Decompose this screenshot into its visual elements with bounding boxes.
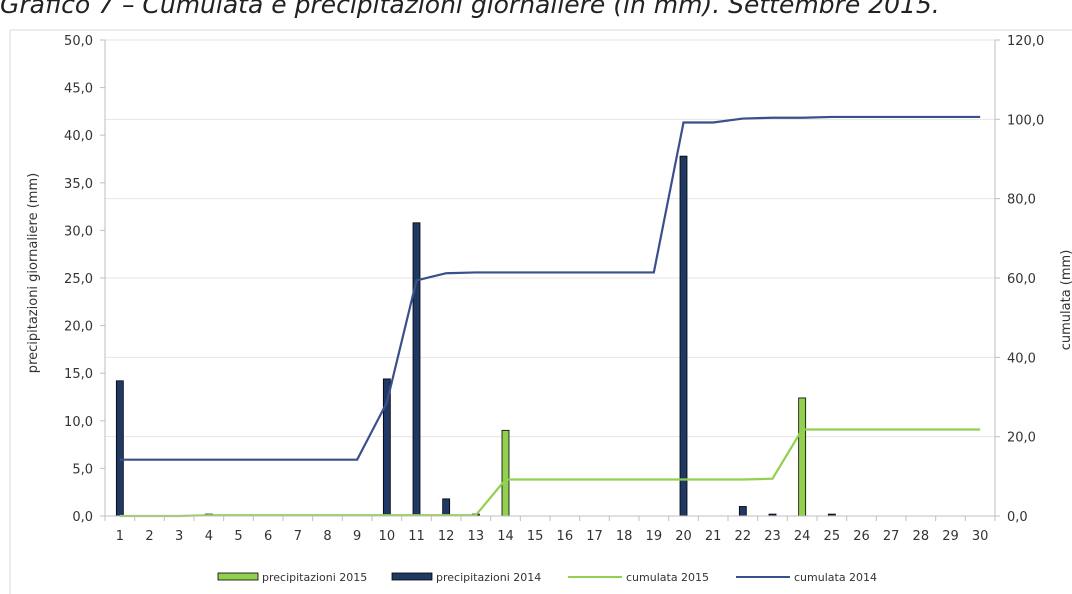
bar-precipitazioni-2014 [442,498,451,517]
x-tick-label: 13 [468,529,485,544]
y-right-tick-label: 0,0 [1007,510,1028,525]
y-left-tick-label: 15,0 [64,367,93,382]
bar-precipitazioni-2014 [115,380,124,517]
x-tick-label: 14 [497,529,514,544]
legend-swatch [391,572,433,581]
x-tick-label: 5 [234,529,242,544]
x-tick-label: 20 [675,529,692,544]
x-tick-label: 19 [646,529,663,544]
bars [115,155,836,517]
x-tick-label: 7 [294,529,302,544]
y-left-tick-label: 0,0 [72,510,93,525]
x-tick-label: 24 [794,529,811,544]
x-tick-label: 4 [205,529,213,544]
x-tick-label: 21 [705,529,722,544]
x-tick-label: 12 [438,529,455,544]
x-tick-label: 15 [527,529,544,544]
x-tick-label: 18 [616,529,633,544]
tick-labels: 0,020,040,060,080,0100,0120,00,05,010,01… [64,34,1044,544]
x-tick-label: 22 [735,529,752,544]
legend-label: cumulata 2014 [794,571,877,584]
y-right-tick-label: 40,0 [1007,351,1036,366]
y-left-tick-label: 5,0 [72,462,93,477]
y-left-tick-label: 45,0 [64,82,93,97]
x-tick-label: 2 [145,529,153,544]
x-tick-label: 23 [764,529,781,544]
x-tick-label: 25 [824,529,841,544]
legend: precipitazioni 2015 precipitazioni 2014 cu… [217,571,877,584]
x-tick-label: 3 [175,529,183,544]
line-cumulata-2015 [119,428,981,518]
x-tick-label: 27 [883,529,900,544]
chart-caption: Grafico 7 – Cumulata e precipitazioni gi… [0,0,940,19]
x-tick-label: 6 [264,529,272,544]
y-right-tick-label: 120,0 [1007,34,1044,49]
legend-swatch [217,572,259,581]
y-axis-left-label: precipitazioni giornaliere (mm) [26,173,41,373]
y-left-tick-label: 10,0 [64,415,93,430]
legend-label: cumulata 2015 [626,571,709,584]
bar-precipitazioni-2015 [798,397,807,517]
bar-precipitazioni-2014 [412,222,421,517]
axes [100,39,1000,521]
x-tick-label: 17 [586,529,603,544]
bar-precipitazioni-2014 [738,506,747,517]
y-right-tick-label: 100,0 [1007,113,1044,128]
y-right-tick-label: 60,0 [1007,272,1036,287]
series-lines [119,115,981,518]
x-tick-label: 11 [408,529,425,544]
y-right-tick-label: 80,0 [1007,193,1036,208]
bar-precipitazioni-2014 [679,155,688,517]
x-tick-label: 9 [353,529,361,544]
x-tick-label: 16 [557,529,574,544]
x-tick-label: 1 [116,529,124,544]
legend-label: precipitazioni 2015 [262,571,367,584]
y-left-tick-label: 35,0 [64,177,93,192]
y-right-tick-label: 20,0 [1007,431,1036,446]
legend-label: precipitazioni 2014 [436,571,541,584]
y-left-tick-label: 25,0 [64,272,93,287]
y-left-tick-label: 50,0 [64,34,93,49]
x-tick-label: 8 [323,529,331,544]
bar-precipitazioni-2015 [501,429,510,517]
y-axis-right-label: cumulata (mm) [1059,250,1072,351]
x-tick-label: 10 [379,529,396,544]
gridlines [105,39,995,438]
line-cumulata-2014 [119,115,981,461]
x-tick-label: 28 [913,529,930,544]
y-left-tick-label: 20,0 [64,320,93,335]
y-left-tick-label: 30,0 [64,224,93,239]
x-tick-label: 30 [972,529,989,544]
x-tick-label: 26 [853,529,870,544]
y-left-tick-label: 40,0 [64,129,93,144]
x-tick-label: 29 [942,529,959,544]
